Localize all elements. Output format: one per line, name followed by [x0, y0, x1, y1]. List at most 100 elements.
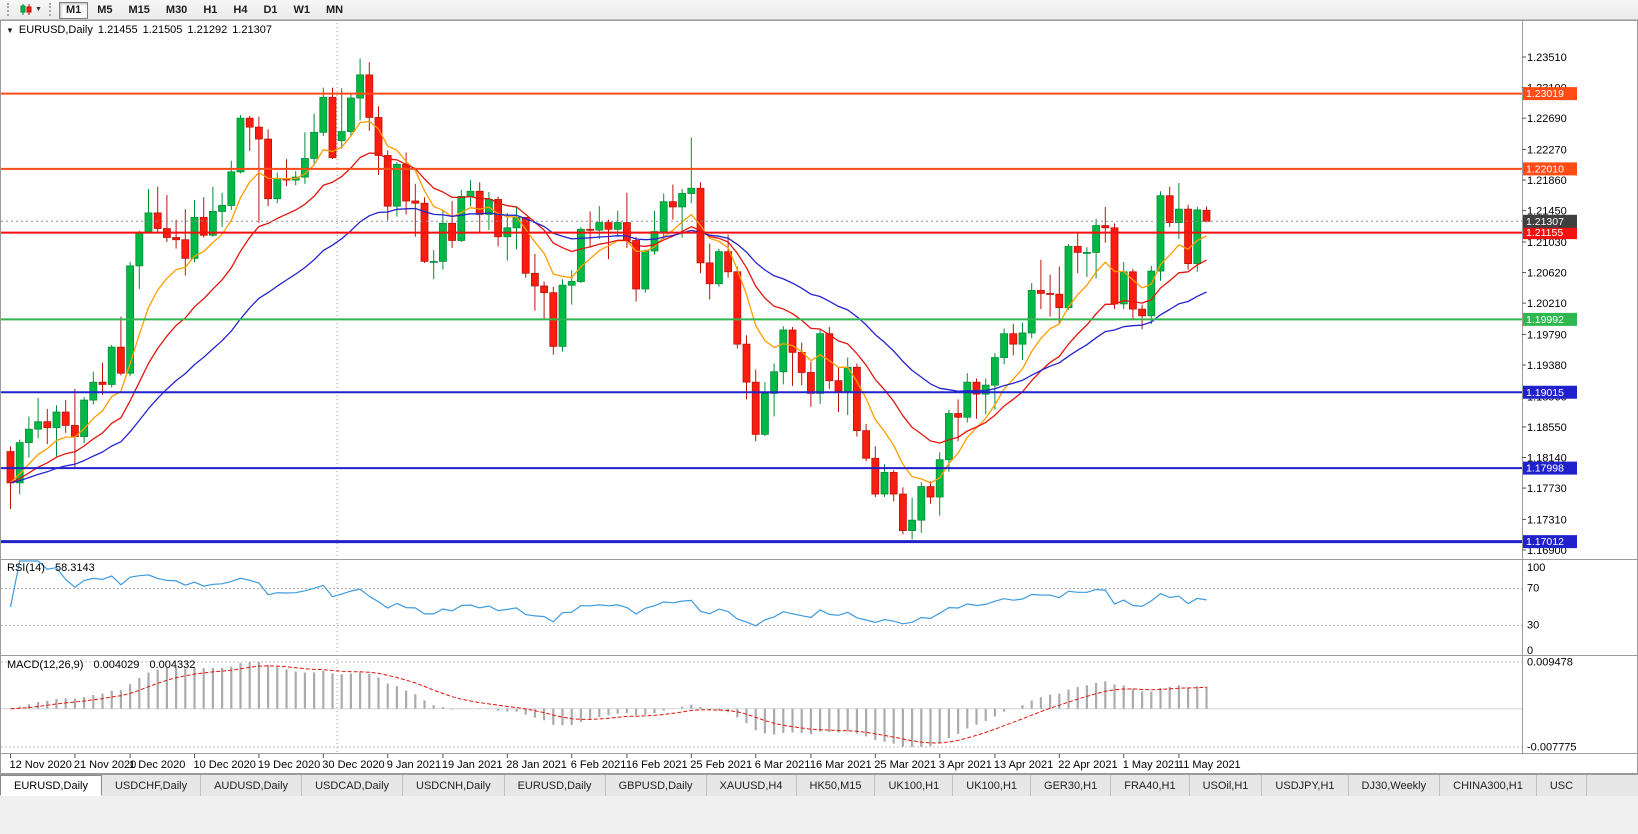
macd-histogram — [18, 662, 1208, 747]
timeframe-button-h1[interactable]: H1 — [196, 2, 224, 19]
timeframe-button-w1[interactable]: W1 — [287, 2, 318, 19]
timeframe-button-h4[interactable]: H4 — [226, 2, 254, 19]
svg-text:25 Mar 2021: 25 Mar 2021 — [874, 759, 936, 771]
svg-text:30 Dec 2020: 30 Dec 2020 — [322, 759, 384, 771]
price-badge-1.23019: 1.23019 — [1523, 87, 1577, 101]
svg-text:1.19790: 1.19790 — [1527, 329, 1567, 341]
moving-average-mid[interactable] — [10, 152, 1207, 484]
chart-tab-xauusd-h4[interactable]: XAUUSD,H4 — [706, 775, 797, 796]
chart-tab-eurusd-daily[interactable]: EURUSD,Daily — [504, 775, 606, 796]
chart-tab-usoil-h1[interactable]: USOil,H1 — [1189, 775, 1263, 796]
macd-main-value: 0.004029 — [93, 659, 140, 671]
svg-text:25 Feb 2021: 25 Feb 2021 — [690, 759, 752, 771]
chart-tab-usc[interactable]: USC — [1536, 775, 1588, 796]
price-badge-1.17012: 1.17012 — [1523, 535, 1577, 549]
rsi-name: RSI(14) — [7, 562, 45, 574]
svg-text:1.21030: 1.21030 — [1527, 237, 1567, 249]
svg-text:1.21307: 1.21307 — [1526, 216, 1564, 228]
chart-tab-eurusd-daily[interactable]: EURUSD,Daily — [0, 775, 102, 796]
moving-average-fast[interactable] — [10, 120, 1207, 484]
svg-text:1.18140: 1.18140 — [1527, 453, 1567, 465]
svg-text:30: 30 — [1527, 619, 1539, 631]
svg-text:1.22270: 1.22270 — [1527, 144, 1567, 156]
toolbar-grip[interactable] — [7, 3, 12, 16]
toolbar-grip[interactable] — [48, 3, 54, 16]
chart-tab-ger30-h1[interactable]: GER30,H1 — [1031, 775, 1112, 796]
svg-text:3 Apr 2021: 3 Apr 2021 — [939, 759, 992, 771]
status-bar — [0, 796, 1638, 834]
svg-text:1.17012: 1.17012 — [1526, 536, 1564, 548]
toolbar: ▼ M1 M5 M15 M30 H1 H4 D1 W1 MN — [0, 0, 1638, 20]
svg-text:1.21450: 1.21450 — [1527, 206, 1567, 218]
moving-average-slow[interactable] — [10, 207, 1207, 484]
chart-tab-usdjpy-h1[interactable]: USDJPY,H1 — [1262, 775, 1349, 796]
svg-text:1.21860: 1.21860 — [1527, 175, 1567, 187]
rsi-value: 58.3143 — [54, 562, 95, 574]
svg-text:1.19015: 1.19015 — [1526, 387, 1564, 399]
chart-tab-usdchf-daily[interactable]: USDCHF,Daily — [101, 775, 202, 796]
svg-text:1.22010: 1.22010 — [1526, 163, 1564, 175]
chart-tab-usdcnh-daily[interactable]: USDCNH,Daily — [403, 775, 505, 796]
svg-text:0.009478: 0.009478 — [1527, 657, 1573, 669]
svg-text:19 Dec 2020: 19 Dec 2020 — [258, 759, 320, 771]
price-axis[interactable]: 1.235101.231001.226901.222701.218601.214… — [1522, 52, 1577, 754]
svg-text:1.18550: 1.18550 — [1527, 422, 1567, 434]
svg-text:21 Nov 2020: 21 Nov 2020 — [74, 759, 136, 771]
timeframe-button-m1[interactable]: M1 — [58, 2, 89, 19]
macd-signal-line — [10, 665, 1207, 744]
price-badge-1.17998: 1.17998 — [1523, 461, 1577, 475]
svg-text:22 Apr 2021: 22 Apr 2021 — [1058, 759, 1117, 771]
svg-text:1.23019: 1.23019 — [1526, 88, 1564, 100]
svg-text:0: 0 — [1527, 645, 1533, 657]
timeframe-button-mn[interactable]: MN — [319, 2, 350, 19]
price-badge-1.19992: 1.19992 — [1523, 312, 1577, 326]
ohlc-high: 1.21505 — [142, 24, 183, 36]
chart-tab-gbpusd-daily[interactable]: GBPUSD,Daily — [605, 775, 707, 796]
chart-tab-audusd-daily[interactable]: AUDUSD,Daily — [201, 775, 303, 796]
ohlc-open: 1.21455 — [97, 24, 138, 36]
svg-text:1.19992: 1.19992 — [1526, 314, 1564, 326]
chart-tab-china300-h1[interactable]: CHINA300,H1 — [1440, 775, 1537, 796]
chart-tab-fra40-h1[interactable]: FRA40,H1 — [1111, 775, 1190, 796]
chart-type-button[interactable]: ▼ — [16, 1, 45, 18]
svg-text:12 Nov 2020: 12 Nov 2020 — [10, 759, 72, 771]
timeframe-button-d1[interactable]: D1 — [256, 2, 284, 19]
symbol-period: EURUSD,Daily — [18, 24, 93, 36]
svg-text:6 Feb 2021: 6 Feb 2021 — [571, 759, 627, 771]
chart-window[interactable]: 1.235101.231001.226901.222701.218601.214… — [0, 20, 1638, 774]
chart-tab-hk50-m15[interactable]: HK50,M15 — [796, 775, 876, 796]
timeframe-toolbar: M1 M5 M15 M30 H1 H4 D1 W1 MN — [58, 0, 351, 19]
candlestick-chart-icon — [20, 4, 32, 15]
rsi-indicator-label: RSI(14) 58.3143 — [7, 562, 95, 574]
svg-text:100: 100 — [1527, 562, 1545, 574]
timeframe-button-m5[interactable]: M5 — [90, 2, 119, 19]
svg-text:16 Mar 2021: 16 Mar 2021 — [810, 759, 872, 771]
expand-arrow-icon[interactable]: ▼ — [6, 25, 14, 35]
svg-text:1.22690: 1.22690 — [1527, 113, 1567, 125]
price-badge-1.21155: 1.21155 — [1523, 226, 1577, 240]
svg-text:1.19380: 1.19380 — [1527, 360, 1567, 372]
svg-text:1.20210: 1.20210 — [1527, 298, 1567, 310]
price-badge-1.19015: 1.19015 — [1523, 385, 1577, 399]
svg-text:28 Jan 2021: 28 Jan 2021 — [506, 759, 567, 771]
timeframe-button-m15[interactable]: M15 — [122, 2, 157, 19]
svg-text:1.17310: 1.17310 — [1527, 514, 1567, 526]
chart-tab-dj30-weekly[interactable]: DJ30,Weekly — [1348, 775, 1441, 796]
chart-canvas[interactable]: 1.235101.231001.226901.222701.218601.214… — [1, 21, 1637, 773]
ohlc-low: 1.21292 — [187, 24, 228, 36]
chart-tab-bar: EURUSD,Daily USDCHF,Daily AUDUSD,Daily USDC… — [0, 774, 1638, 796]
timeframe-button-m30[interactable]: M30 — [159, 2, 194, 19]
chart-title: ▼ EURUSD,Daily 1.21455 1.21505 1.21292 1… — [6, 24, 277, 36]
svg-text:1.20620: 1.20620 — [1527, 268, 1567, 280]
svg-text:6 Mar 2021: 6 Mar 2021 — [755, 759, 811, 771]
svg-text:16 Feb 2021: 16 Feb 2021 — [626, 759, 688, 771]
svg-text:10 Dec 2020: 10 Dec 2020 — [194, 759, 256, 771]
chart-tab-usdcad-daily[interactable]: USDCAD,Daily — [302, 775, 404, 796]
chart-tab-uk100-h1[interactable]: UK100,H1 — [953, 775, 1032, 796]
macd-name: MACD(12,26,9) — [7, 659, 84, 671]
price-badge-1.22010: 1.22010 — [1523, 162, 1577, 176]
svg-text:1.21155: 1.21155 — [1526, 227, 1563, 239]
chart-tab-uk100-h1[interactable]: UK100,H1 — [875, 775, 954, 796]
